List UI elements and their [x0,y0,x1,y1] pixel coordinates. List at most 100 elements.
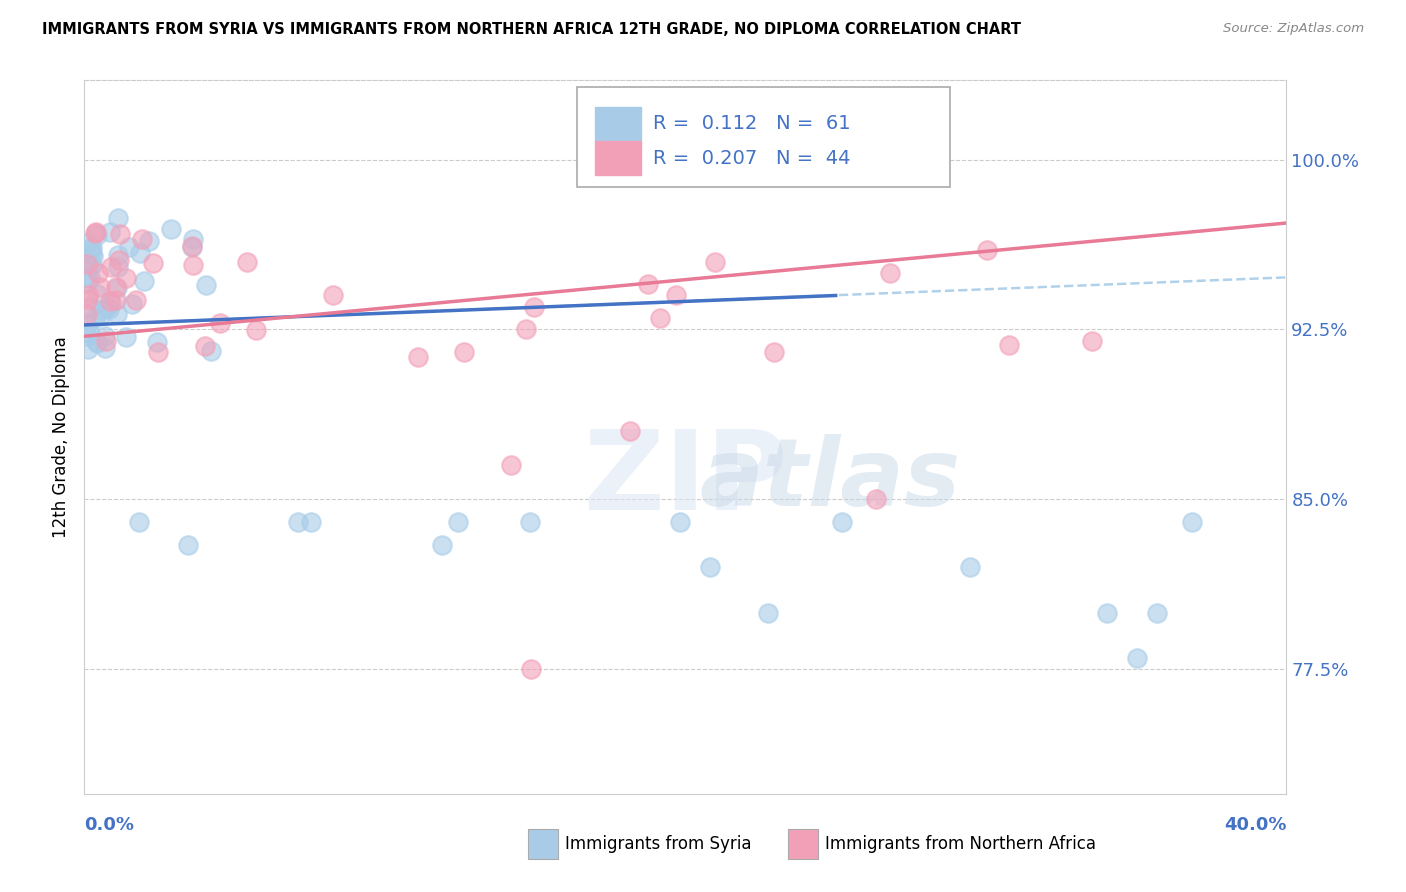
FancyBboxPatch shape [578,87,950,187]
Point [499,458,522,473]
Point [976,243,998,257]
Point [236,254,259,268]
Point [98,293,121,308]
Point [208,316,231,330]
Point [160,221,183,235]
Point [94,334,117,348]
Text: R =  0.112   N =  61: R = 0.112 N = 61 [652,114,851,133]
Text: Immigrants from Northern Africa: Immigrants from Northern Africa [825,835,1097,853]
Point [519,515,541,529]
Point [107,211,129,225]
Point [96,301,118,315]
Point [959,560,981,574]
Point [80,246,103,260]
Point [1181,515,1204,529]
Point [82,259,104,273]
Point [86,336,108,351]
Text: Source: ZipAtlas.com: Source: ZipAtlas.com [1223,22,1364,36]
Point [879,266,901,280]
Point [523,300,546,314]
Point [86,227,108,242]
Point [105,281,128,295]
Point [107,260,129,275]
Point [146,345,169,359]
Point [1126,651,1149,665]
Point [105,307,128,321]
Text: IMMIGRANTS FROM SYRIA VS IMMIGRANTS FROM NORTHERN AFRICA 12TH GRADE, NO DIPLOMA : IMMIGRANTS FROM SYRIA VS IMMIGRANTS FROM… [42,22,1021,37]
Point [181,232,204,246]
Point [699,560,721,574]
Point [131,232,153,246]
Point [763,345,786,359]
Point [128,246,150,260]
Point [76,276,98,290]
Point [104,280,127,294]
Point [520,662,543,676]
Point [76,257,98,271]
Point [89,280,111,294]
Text: atlas: atlas [699,434,960,526]
Point [76,307,98,321]
Point [998,338,1021,352]
Point [114,271,136,285]
Point [515,322,537,336]
Point [84,311,107,326]
Point [77,259,100,273]
Point [77,342,100,356]
Point [648,311,671,326]
Point [82,249,104,263]
Point [758,606,780,620]
Bar [595,141,641,175]
Point [76,268,98,283]
Point [408,350,430,364]
Point [90,308,112,322]
Text: 0.0%: 0.0% [84,816,135,834]
Point [87,266,110,280]
Point [181,239,204,253]
Point [86,334,108,349]
Point [76,292,98,306]
Point [76,329,98,343]
Point [704,254,727,268]
Point [84,226,107,240]
Point [200,344,222,359]
Point [98,302,121,317]
Point [432,538,454,552]
Y-axis label: 12th Grade, No Diploma: 12th Grade, No Diploma [52,336,70,538]
Point [77,288,100,302]
Point [132,274,155,288]
Point [128,515,150,529]
Point [177,538,200,552]
Point [115,330,138,344]
Point [108,227,131,242]
Point [619,425,641,439]
Point [118,240,141,254]
Point [79,300,101,314]
Point [138,235,160,249]
Point [637,277,659,292]
Point [79,271,101,285]
Text: 40.0%: 40.0% [1225,816,1286,834]
Point [90,302,112,317]
Point [453,345,475,359]
Bar [595,107,641,141]
Point [124,293,146,308]
Point [665,288,688,302]
Point [100,225,122,239]
Point [1146,606,1168,620]
Text: ZIP: ZIP [583,426,787,533]
Point [299,515,322,529]
Point [86,287,108,301]
Point [76,236,98,251]
Point [194,338,217,352]
Point [100,296,122,310]
Point [79,326,101,340]
Point [108,252,131,267]
Text: R =  0.207   N =  44: R = 0.207 N = 44 [652,149,851,168]
Point [322,288,344,302]
Point [121,296,143,310]
Point [181,259,204,273]
Point [180,240,202,254]
Text: Immigrants from Syria: Immigrants from Syria [565,835,752,853]
Point [831,515,853,529]
